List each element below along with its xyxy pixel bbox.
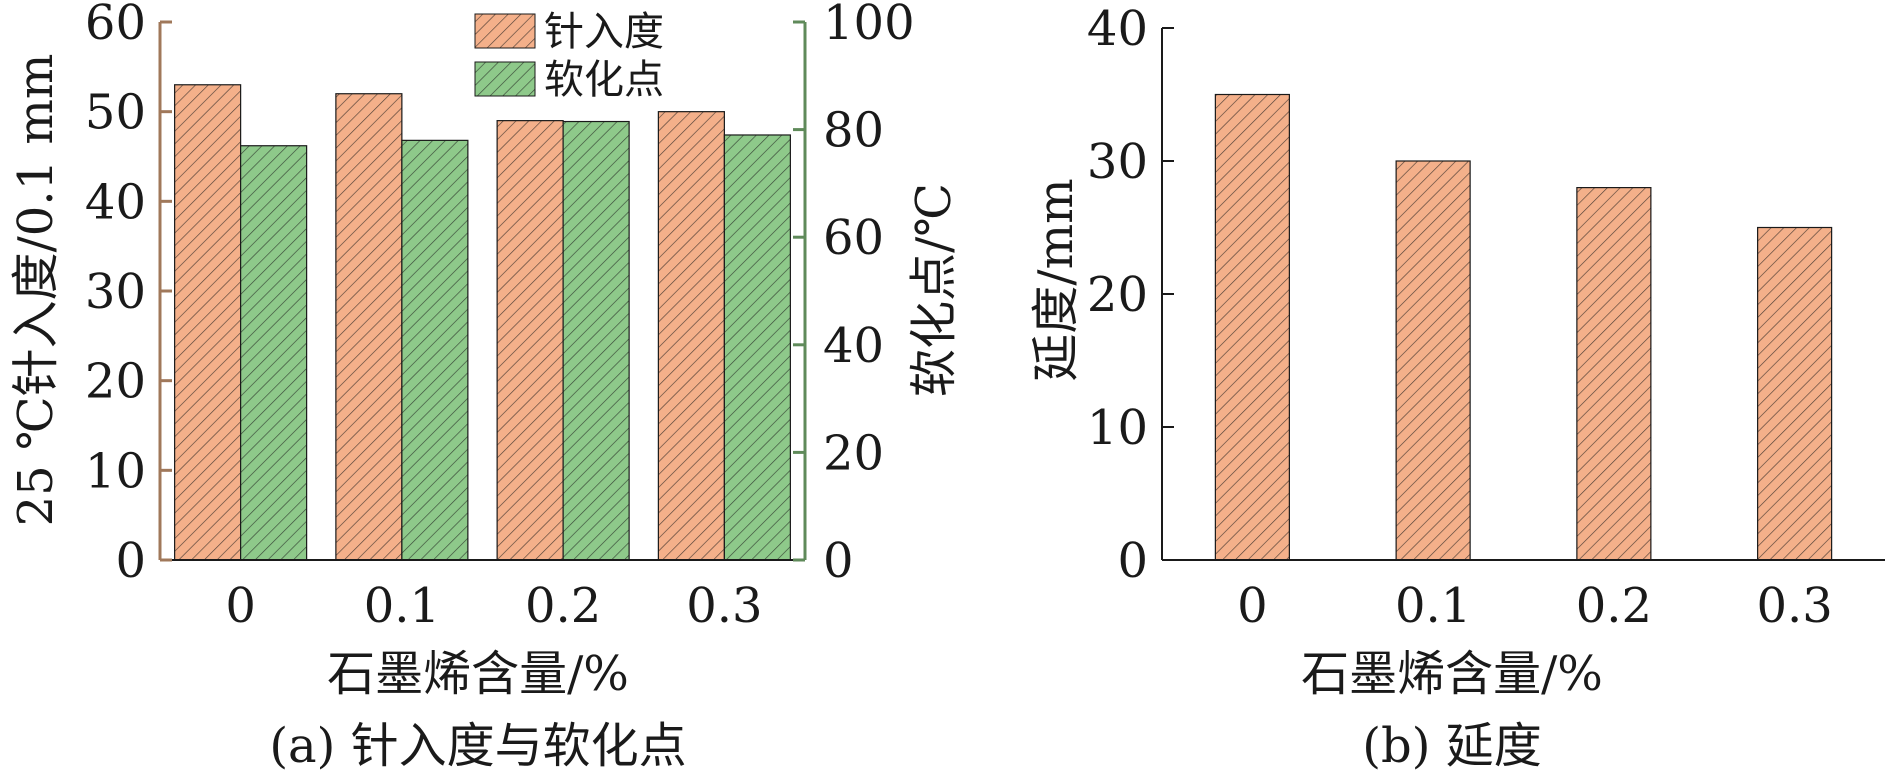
chart-a-ylabel-right: 软化点/℃ [906, 183, 962, 397]
bar-softening-3-hatch [724, 134, 791, 561]
bar-penetration-2-hatch [497, 120, 564, 560]
bar-penetration-0-hatch [174, 84, 241, 561]
chart-b: 0 0.1 0.2 0.3 0 10 20 30 40 石墨烯含量/% 延度/mm (b) 延度 [1028, 1, 1885, 774]
chart-a-caption: (a) 针入度与软化点 [269, 718, 686, 774]
chart-a-xtick-2: 0.2 [525, 578, 601, 634]
bar-softening-2-hatch [563, 121, 630, 560]
chart-a-ylabel: 25 ℃针入度/0.1 mm [8, 54, 64, 527]
chart-b-ytick-4: 40 [1087, 1, 1148, 57]
bar-softening-0-hatch [240, 145, 307, 561]
legend-label-softening: 软化点 [544, 57, 664, 103]
chart-a-ytick-2: 20 [85, 354, 146, 410]
chart-b-xlabel: 石墨烯含量/% [1301, 646, 1603, 702]
chart-a-ytick-right-5: 100 [823, 0, 915, 51]
chart-a-ytick-right-3: 60 [823, 210, 884, 266]
chart-a-ytick-right-2: 40 [823, 318, 884, 374]
legend-label-penetration: 针入度 [544, 9, 664, 55]
chart-a-ticks: 0 0.1 0.2 0.3 0 10 20 30 40 50 60 0 20 40 60 80 100 [85, 0, 915, 634]
chart-a-xtick-1: 0.1 [364, 578, 440, 634]
chart-a-ytick-4: 40 [85, 174, 146, 230]
chart-b-ytick-3: 30 [1087, 134, 1148, 190]
chart-b-caption: (b) 延度 [1362, 718, 1541, 774]
bar-ductility-1-hatch [1396, 161, 1471, 560]
chart-a-legend: 针入度 软化点 [474, 9, 664, 103]
bar-ductility-0-hatch [1215, 94, 1290, 560]
chart-a-ytick-3: 30 [85, 264, 146, 320]
chart-b-ytick-1: 10 [1087, 400, 1148, 456]
bar-penetration-1-hatch [335, 93, 402, 560]
chart-b-ylabel: 延度/mm [1028, 178, 1084, 381]
chart-b-bars [1214, 93, 1833, 561]
chart-b-ticks: 0 0.1 0.2 0.3 0 10 20 30 40 [1087, 1, 1833, 634]
chart-b-axes [1161, 27, 1885, 561]
bar-softening-1-hatch [401, 140, 468, 561]
chart-a-ytick-right-4: 80 [823, 103, 884, 159]
bar-ductility-2-hatch [1576, 187, 1651, 560]
legend-swatch-penetration-hatch [475, 14, 535, 48]
chart-a-bars [174, 84, 791, 561]
chart-a-xtick-0: 0 [225, 578, 256, 634]
chart-a-ytick-right-1: 20 [823, 425, 884, 481]
chart-b-xtick-3: 0.3 [1756, 578, 1832, 634]
chart-a-ytick-right-0: 0 [823, 533, 854, 589]
chart-a-ytick-1: 10 [85, 443, 146, 499]
chart-b-xtick-0: 0 [1237, 578, 1268, 634]
bar-ductility-3-hatch [1757, 227, 1832, 560]
bar-penetration-3-hatch [658, 111, 725, 561]
legend-swatch-softening-hatch [475, 62, 535, 96]
chart-a-ytick-0: 0 [115, 533, 146, 589]
chart-a-axes [158, 20, 807, 562]
chart-a-xlabel: 石墨烯含量/% [327, 646, 629, 702]
chart-a-ytick-6: 60 [85, 0, 146, 51]
chart-b-xtick-2: 0.2 [1576, 578, 1652, 634]
chart-b-ytick-0: 0 [1117, 533, 1148, 589]
chart-a-xtick-3: 0.3 [686, 578, 762, 634]
chart-b-xtick-1: 0.1 [1395, 578, 1471, 634]
chart-b-ytick-2: 20 [1087, 267, 1148, 323]
chart-a-ytick-5: 50 [85, 85, 146, 141]
chart-a: 0 0.1 0.2 0.3 0 10 20 30 40 50 60 0 20 40 60 80 100 针入度 … [8, 0, 962, 774]
